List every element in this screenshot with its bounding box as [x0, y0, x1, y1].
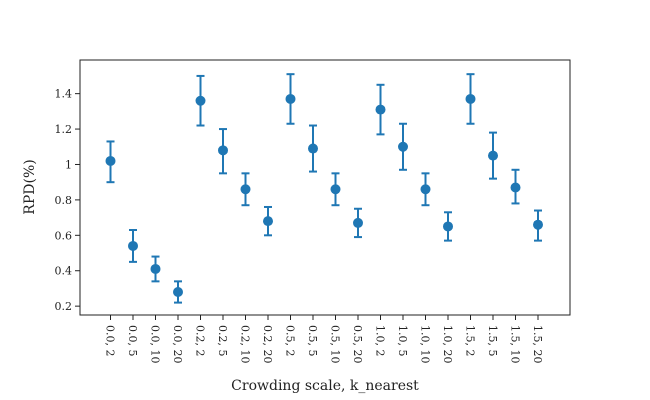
y-tick-label: 0.8 [55, 194, 73, 207]
x-tick-label: 0.2, 10 [239, 325, 252, 363]
data-point [465, 93, 476, 104]
plot-area-frame [79, 59, 571, 316]
data-point [218, 145, 228, 156]
y-tick-label: 1.4 [55, 88, 73, 101]
x-tick-label: 1.5, 10 [509, 325, 522, 363]
y-tick-label: 0.4 [55, 265, 73, 278]
x-tick-label: 0.0, 5 [126, 325, 139, 357]
x-tick-label: 0.0, 10 [149, 325, 162, 363]
data-point [263, 216, 273, 227]
data-point [510, 182, 521, 193]
x-tick-label: 0.0, 2 [104, 325, 117, 357]
x-tick-label: 0.0, 20 [171, 325, 184, 363]
data-point [105, 155, 116, 166]
data-marks [105, 73, 543, 304]
data-point [195, 95, 206, 106]
data-point [420, 184, 431, 195]
x-tick-label: 1.0, 2 [374, 325, 387, 357]
x-tick-label: 0.5, 5 [306, 325, 319, 357]
data-point [128, 240, 138, 251]
x-tick-label: 1.5, 5 [486, 325, 499, 357]
x-tick-label: 1.5, 2 [464, 325, 477, 357]
data-point [533, 219, 543, 230]
x-tick-label: 1.0, 20 [441, 325, 454, 363]
y-tick-label: 1 [65, 158, 72, 171]
data-point [353, 217, 363, 228]
data-point [375, 104, 386, 115]
y-axis-title: RPD(%) [22, 159, 38, 214]
data-point [240, 184, 251, 195]
data-point [173, 286, 183, 297]
x-tick-label: 0.2, 20 [261, 325, 274, 363]
x-tick-label: 0.2, 5 [216, 325, 229, 357]
data-point [285, 93, 296, 104]
x-tick-label: 0.2, 2 [194, 325, 207, 357]
x-axis: 0.0, 2 0.0, 5 0.0, 10 0.0, 20 0.2, 2 0.2, 5 0.… [104, 315, 544, 363]
data-point [330, 184, 341, 195]
data-point [150, 263, 161, 274]
y-tick-label: 0.6 [55, 229, 73, 242]
y-axis: 0.2 0.4 0.6 0.8 1 1.2 1.4 [55, 88, 80, 313]
x-tick-label: 1.5, 20 [531, 325, 544, 363]
y-tick-label: 0.2 [55, 300, 73, 313]
x-tick-label: 1.0, 10 [419, 325, 432, 363]
data-point [398, 141, 408, 152]
data-point [443, 221, 453, 232]
data-point [308, 143, 318, 154]
x-tick-label: 0.5, 10 [329, 325, 342, 363]
x-axis-title: Crowding scale, k_nearest [231, 378, 419, 394]
y-tick-label: 1.2 [55, 123, 73, 136]
data-point [488, 150, 498, 161]
x-tick-label: 1.0, 5 [396, 325, 409, 357]
x-tick-label: 0.5, 2 [284, 325, 297, 357]
x-tick-label: 0.5, 20 [351, 325, 364, 363]
